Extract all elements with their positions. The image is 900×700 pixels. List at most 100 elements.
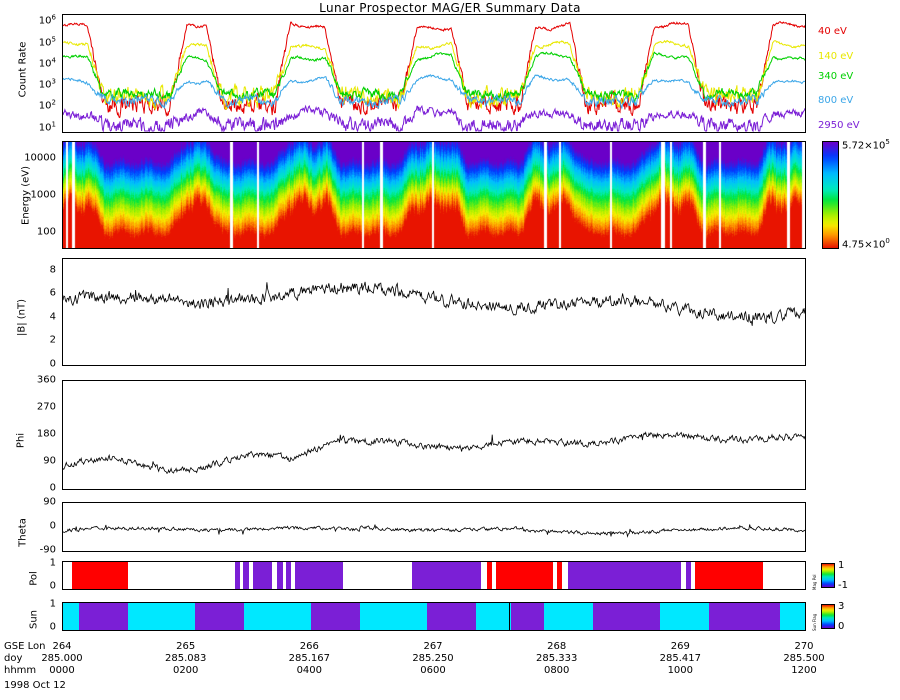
sun-segment — [475, 603, 512, 630]
x-axis-row-label-hhmm: hhmm — [4, 665, 37, 676]
theta-ytick-label: 0 — [49, 520, 56, 532]
ytick-base: 10 — [38, 101, 52, 113]
count-rate-ytick-label: 101 — [0, 120, 56, 133]
ytick-base: 10 — [38, 79, 52, 91]
spectrogram-plot-frame — [62, 141, 806, 249]
x-axis-row-label-gse-lon: GSE Lon — [4, 641, 46, 652]
ytick-exponent: 3 — [51, 77, 56, 86]
x-axis-tick-value: 285.083 — [165, 653, 207, 664]
pol-segment — [557, 562, 563, 589]
sun-separator-line — [508, 603, 510, 630]
theta-trace — [63, 524, 805, 538]
pol-segment — [411, 562, 482, 589]
pol-segment — [695, 562, 764, 589]
pol-segment — [496, 562, 553, 589]
x-axis-tick-value: 268 — [547, 641, 567, 652]
theta-ytick-label: 90 — [43, 496, 56, 508]
theta-plot-frame — [62, 502, 806, 552]
count-rate-legend-2: 340 eV — [818, 71, 854, 82]
pol-segment — [295, 562, 344, 589]
sun-colorbar — [821, 604, 835, 629]
count-rate-legend-1: 140 eV — [818, 51, 854, 62]
x-axis-tick-value: 266 — [299, 641, 319, 652]
sun-segment — [511, 603, 544, 630]
count-rate-ytick-label: 103 — [0, 77, 56, 90]
pol-segment — [674, 562, 682, 589]
phi-ytick-label: 0 — [49, 482, 56, 494]
x-axis-tick-value: 285.250 — [412, 653, 454, 664]
pol-segment — [71, 562, 129, 589]
ytick-base: 10 — [38, 16, 52, 28]
pol-segment — [243, 562, 250, 589]
colorbar-times-min: × — [864, 239, 873, 251]
colorbar-min-mantissa: 4.75 — [842, 239, 865, 251]
sun-ytick-label: 0 — [49, 621, 56, 633]
sun-side-text: Sun Flag — [812, 613, 817, 631]
sun-colorbar-min-label: 0 — [838, 621, 845, 632]
pol-colorbar — [821, 563, 835, 588]
phi-trace — [63, 431, 805, 475]
sun-segment — [426, 603, 476, 630]
pol-segment — [486, 562, 492, 589]
pol-segment — [253, 562, 272, 589]
count-rate-trace-4 — [63, 104, 805, 132]
pol-ytick-label: 0 — [49, 580, 56, 592]
phi-ytick-label: 90 — [43, 455, 56, 467]
ytick-exponent: 2 — [51, 98, 56, 107]
phi-ytick-label: 270 — [36, 401, 56, 413]
theta-ytick-label: -90 — [39, 544, 56, 556]
pol-segment — [685, 562, 691, 589]
page-title: Lunar Prospector MAG/ER Summary Data — [319, 1, 581, 15]
x-axis-tick-value: 267 — [423, 641, 443, 652]
x-axis-tick-value: 269 — [670, 641, 690, 652]
date-label: 1998 Oct 12 — [4, 680, 66, 691]
count-rate-ytick-label: 106 — [0, 14, 56, 27]
count-rate-trace-0 — [63, 21, 805, 119]
ytick-exponent: 6 — [51, 13, 56, 22]
x-axis-tick-value: 285.500 — [783, 653, 825, 664]
x-axis-tick-value: 0000 — [49, 665, 75, 676]
bmag-ytick-label: 2 — [49, 334, 56, 346]
sun-ytick-label: 1 — [49, 598, 56, 610]
sun-segment — [779, 603, 805, 630]
ytick-base: 10 — [38, 122, 52, 134]
count-rate-trace-3 — [63, 74, 805, 110]
x-axis-row-label-doy: doy — [4, 653, 23, 664]
x-axis-tick-value: 0400 — [296, 665, 323, 676]
sun-segment — [63, 603, 80, 630]
sun-segment — [128, 603, 196, 630]
pol-side-text: Mag Pol — [812, 574, 817, 590]
count-rate-legend-3: 800 eV — [818, 95, 854, 106]
colorbar-base-max: 10 — [872, 140, 886, 152]
x-axis-tick-value: 264 — [52, 641, 72, 652]
count-rate-ytick-label: 102 — [0, 99, 56, 112]
colorbar-max-label: 5.72×105 — [842, 138, 890, 151]
pol-ytick-label: 1 — [49, 557, 56, 569]
x-axis-tick-value: 0600 — [420, 665, 446, 676]
bmag-ytick-label: 6 — [49, 287, 56, 299]
pol-segment — [128, 562, 236, 589]
pol-plot-frame — [62, 561, 806, 590]
x-axis-tick-value: 1200 — [791, 665, 817, 676]
bmag-trace — [63, 281, 805, 326]
colorbar-base-min: 10 — [872, 239, 886, 251]
x-axis-tick-value: 265 — [176, 641, 196, 652]
count-rate-legend-4: 2950 eV — [818, 120, 860, 131]
ytick-exponent: 4 — [51, 56, 56, 65]
spectrogram-ytick-label: 10000 — [24, 152, 56, 164]
sun-segment — [244, 603, 311, 630]
spectrogram-colorbar — [822, 141, 839, 249]
pol-segment — [343, 562, 412, 589]
spectrogram-ytick-label: 1000 — [30, 189, 56, 201]
bmag-ytick-label: 8 — [49, 264, 56, 276]
sun-plot-frame — [62, 602, 806, 631]
ytick-exponent: 5 — [51, 34, 56, 43]
sun-segment — [543, 603, 593, 630]
sun-segment — [195, 603, 245, 630]
count-rate-trace-1 — [63, 39, 805, 111]
phi-plot-frame — [62, 380, 806, 490]
phi-ytick-label: 360 — [36, 374, 56, 386]
sun-segment — [310, 603, 360, 630]
phi-ytick-label: 180 — [36, 428, 56, 440]
sun-colorbar-max-label: 3 — [838, 601, 845, 612]
